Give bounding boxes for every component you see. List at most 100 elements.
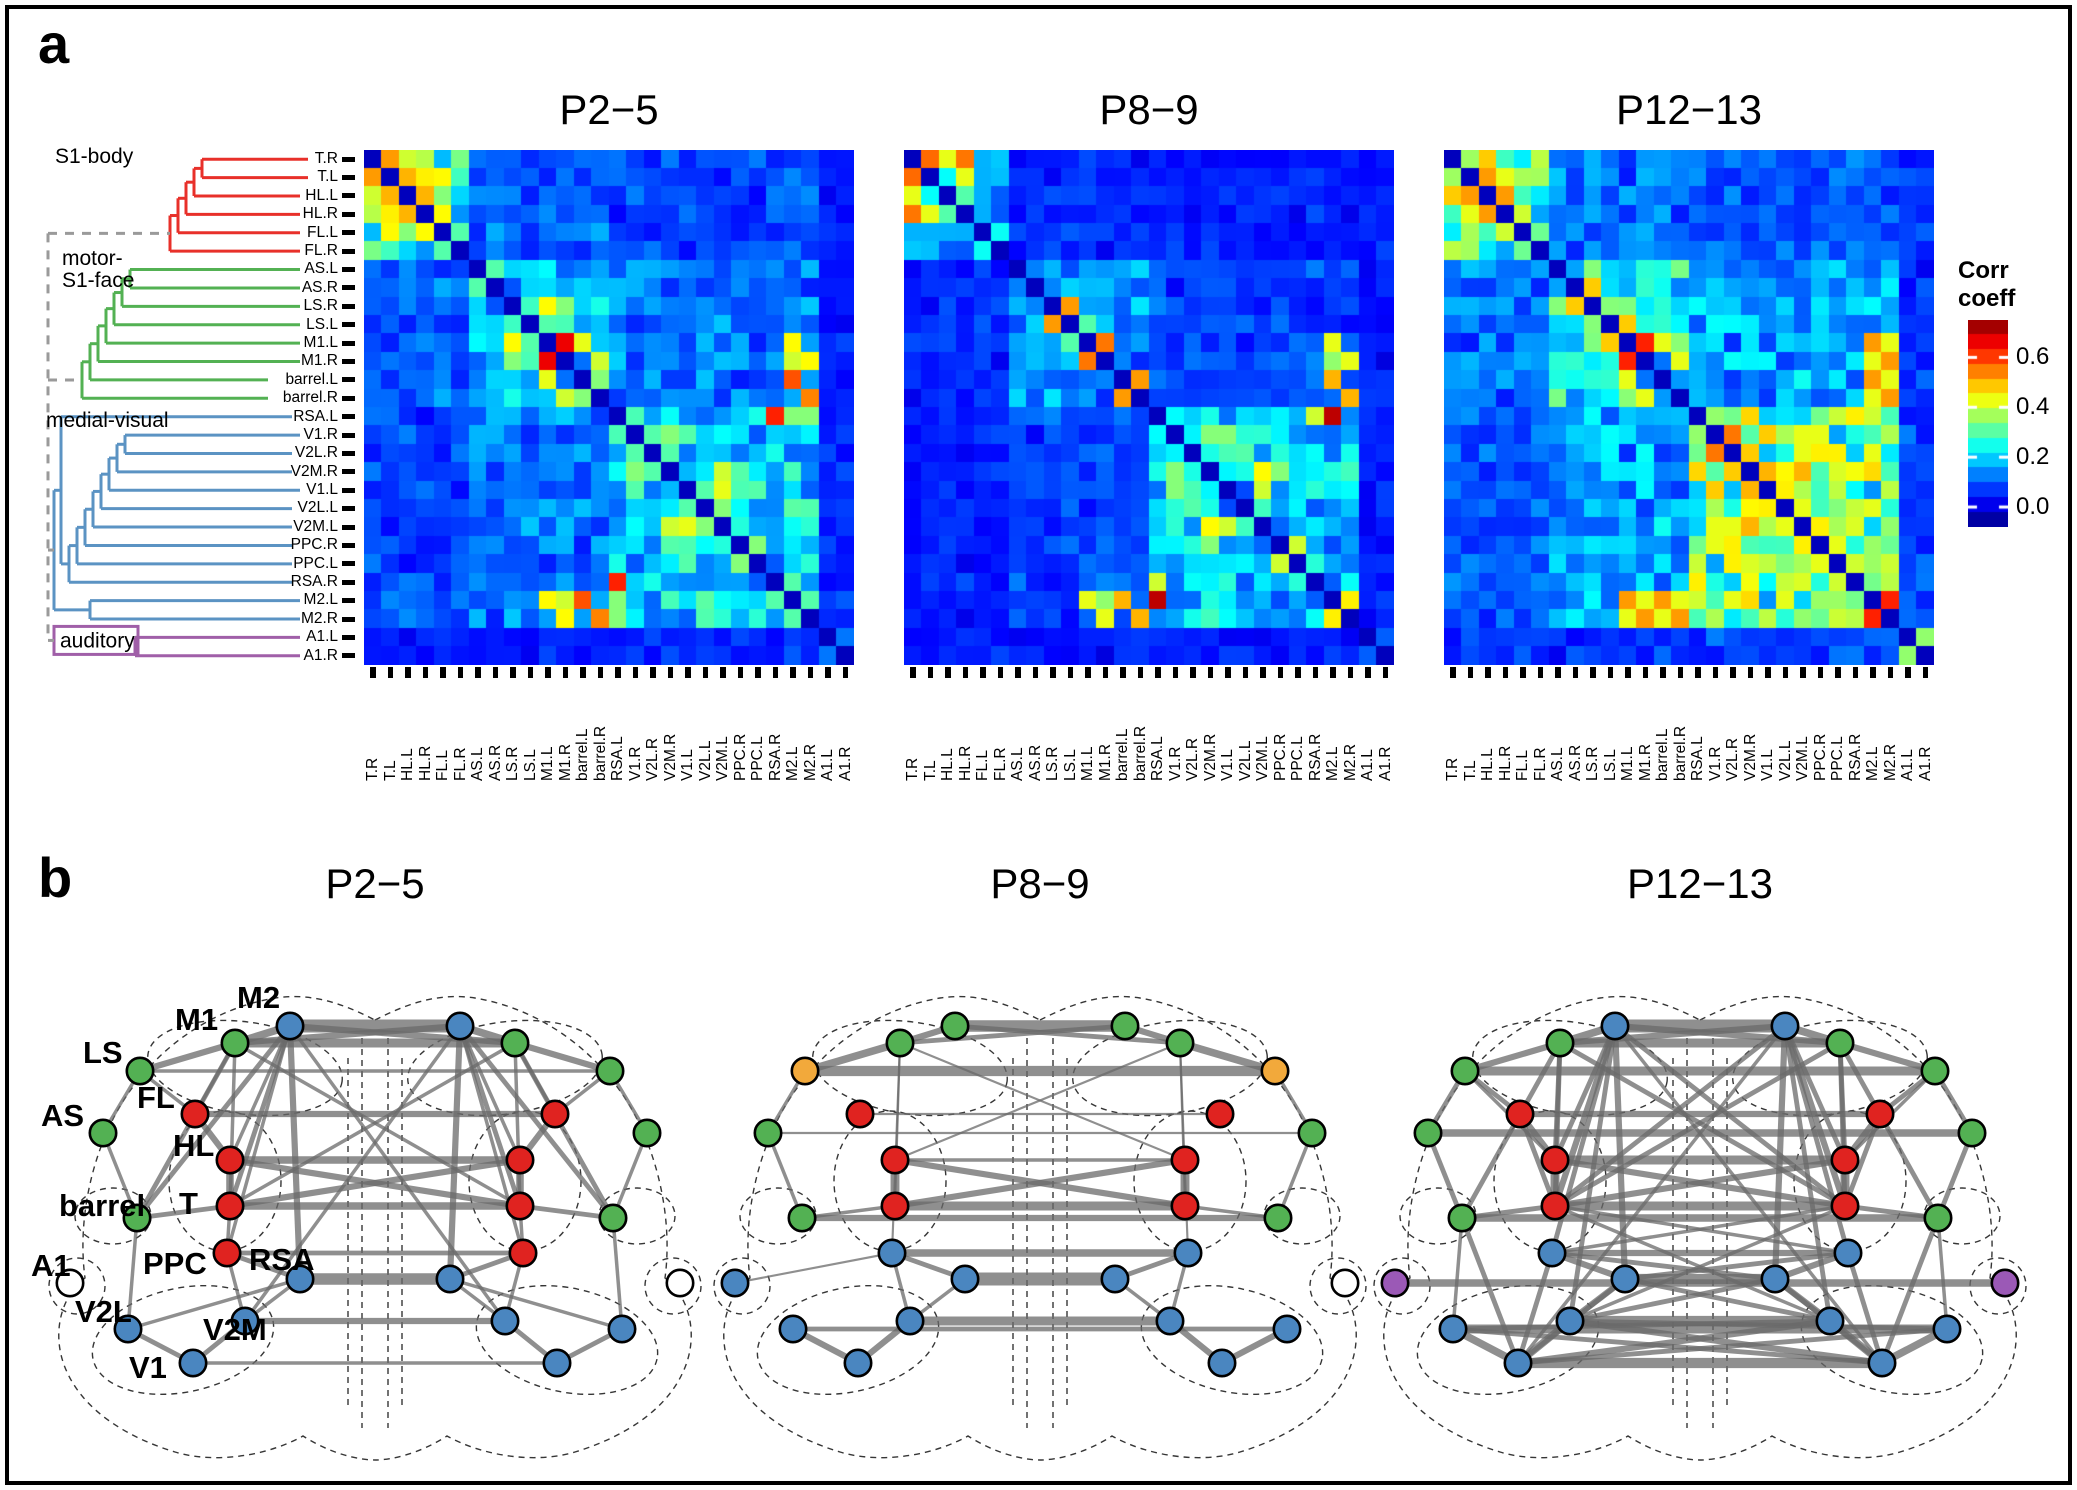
column-label: M2.R xyxy=(1341,743,1359,781)
network-edge xyxy=(288,1024,507,1323)
column-label: T.R xyxy=(364,757,381,781)
column-tick xyxy=(1085,667,1091,678)
column-label: T.L xyxy=(381,760,399,781)
column-tick xyxy=(1067,667,1073,678)
column-label: T.L xyxy=(1461,760,1479,781)
column-label: V2M.L xyxy=(714,736,731,781)
column-tick xyxy=(1120,667,1126,678)
row-label: AS.R xyxy=(301,278,338,296)
network-node-V1-R xyxy=(1207,1348,1237,1378)
network-edge xyxy=(1569,1276,1776,1324)
network-node-LS-L xyxy=(125,1056,155,1086)
column-label: PPC.R xyxy=(1811,733,1829,781)
network-edge xyxy=(229,1156,521,1210)
column-tick xyxy=(370,667,376,678)
network-edge xyxy=(1552,1025,1618,1161)
column-label: M2.R xyxy=(801,743,819,781)
network-node-T-L xyxy=(880,1191,910,1221)
row-label: M1.L xyxy=(303,333,338,351)
network-edge xyxy=(286,1025,304,1280)
network-node-PPC-R xyxy=(1173,1238,1203,1268)
row-tick xyxy=(342,561,355,567)
column-label: AS.L xyxy=(1009,747,1026,781)
region-label-M1: M1 xyxy=(175,1002,218,1037)
column-tick xyxy=(790,667,796,678)
network-edge xyxy=(1452,1318,1831,1332)
column-label: barrel.R xyxy=(591,725,609,781)
network-edge xyxy=(1464,1040,1561,1074)
row-tick xyxy=(342,450,355,456)
column-label: M2.L xyxy=(1324,746,1341,781)
network-node-V2M-R xyxy=(1815,1306,1845,1336)
network-node-A1-R xyxy=(1330,1268,1360,1298)
network-node-HL-R xyxy=(1830,1145,1860,1175)
cluster-dendrogram: auditory xyxy=(46,157,308,658)
column-tick xyxy=(927,667,933,678)
row-label: V1.R xyxy=(303,425,338,443)
network-edge xyxy=(1551,1204,1846,1255)
region-label-V2L: V2L xyxy=(75,1294,132,1329)
network-node-M1-R xyxy=(500,1028,530,1058)
column-label: V1.L xyxy=(679,749,696,781)
column-tick xyxy=(755,667,761,678)
column-label: M1.R xyxy=(1096,743,1114,781)
network-node-barrel-R xyxy=(1923,1203,1953,1233)
column-tick xyxy=(440,667,446,678)
row-tick xyxy=(342,303,355,309)
network-node-T-L xyxy=(1540,1191,1570,1221)
network-edge xyxy=(458,1025,522,1161)
colorbar-tick-0.2: 0.2 xyxy=(2016,443,2050,471)
network-node-PPC-L xyxy=(212,1238,242,1268)
column-label: A1.R xyxy=(836,746,854,781)
network-edge xyxy=(894,1156,1186,1210)
column-label: HL.R xyxy=(956,745,974,781)
row-label: M2.R xyxy=(300,609,338,627)
column-tick xyxy=(1137,667,1143,678)
column-tick xyxy=(632,667,638,678)
network-edge xyxy=(1569,1317,1883,1367)
column-label: HL.R xyxy=(416,745,434,781)
network-edge xyxy=(1553,1024,1787,1208)
column-tick xyxy=(980,667,986,678)
column-tick xyxy=(1242,667,1248,678)
column-label: barrel.L xyxy=(1114,728,1131,781)
column-tick xyxy=(720,667,726,678)
column-tick xyxy=(825,667,831,678)
column-tick xyxy=(1695,667,1701,678)
column-tick xyxy=(1467,667,1473,678)
column-tick xyxy=(962,667,968,678)
column-label: V2L.L xyxy=(1236,740,1254,781)
network-node-V1-L xyxy=(178,1348,208,1378)
column-tick xyxy=(405,667,411,678)
column-label: V2L.R xyxy=(1724,737,1741,781)
network-edge xyxy=(243,1024,462,1323)
row-label: HL.R xyxy=(302,205,338,223)
column-tick xyxy=(1312,667,1318,678)
colorbar-tick-0.4: 0.4 xyxy=(2016,393,2050,421)
column-label: T.R xyxy=(1444,757,1461,781)
network-p12-13 xyxy=(1373,995,2027,1461)
column-tick xyxy=(527,667,533,678)
network-node-FL-R xyxy=(1205,1099,1235,1129)
row-tick xyxy=(342,414,355,420)
column-tick xyxy=(510,667,516,678)
column-tick xyxy=(702,667,708,678)
column-tick xyxy=(737,667,743,678)
row-label: barrel.L xyxy=(285,370,338,388)
column-tick xyxy=(1330,667,1336,678)
column-label: V2L.L xyxy=(1776,740,1794,781)
network-edge xyxy=(1844,1203,1939,1221)
row-label: RSA.L xyxy=(293,407,338,425)
row-label: A1.R xyxy=(303,646,338,664)
network-edges xyxy=(734,1020,1314,1366)
column-label: PPC.R xyxy=(731,733,749,781)
column-tick xyxy=(1555,667,1561,678)
network-node-LS-L xyxy=(790,1056,820,1086)
column-label: LS.R xyxy=(1044,746,1061,781)
column-label: HL.L xyxy=(1479,748,1496,781)
network-node-A1-L xyxy=(720,1268,750,1298)
column-tick xyxy=(580,667,586,678)
column-label: LS.L xyxy=(521,749,539,781)
network-node-FL-L xyxy=(180,1099,210,1129)
column-label: RSA.R xyxy=(1306,733,1324,781)
